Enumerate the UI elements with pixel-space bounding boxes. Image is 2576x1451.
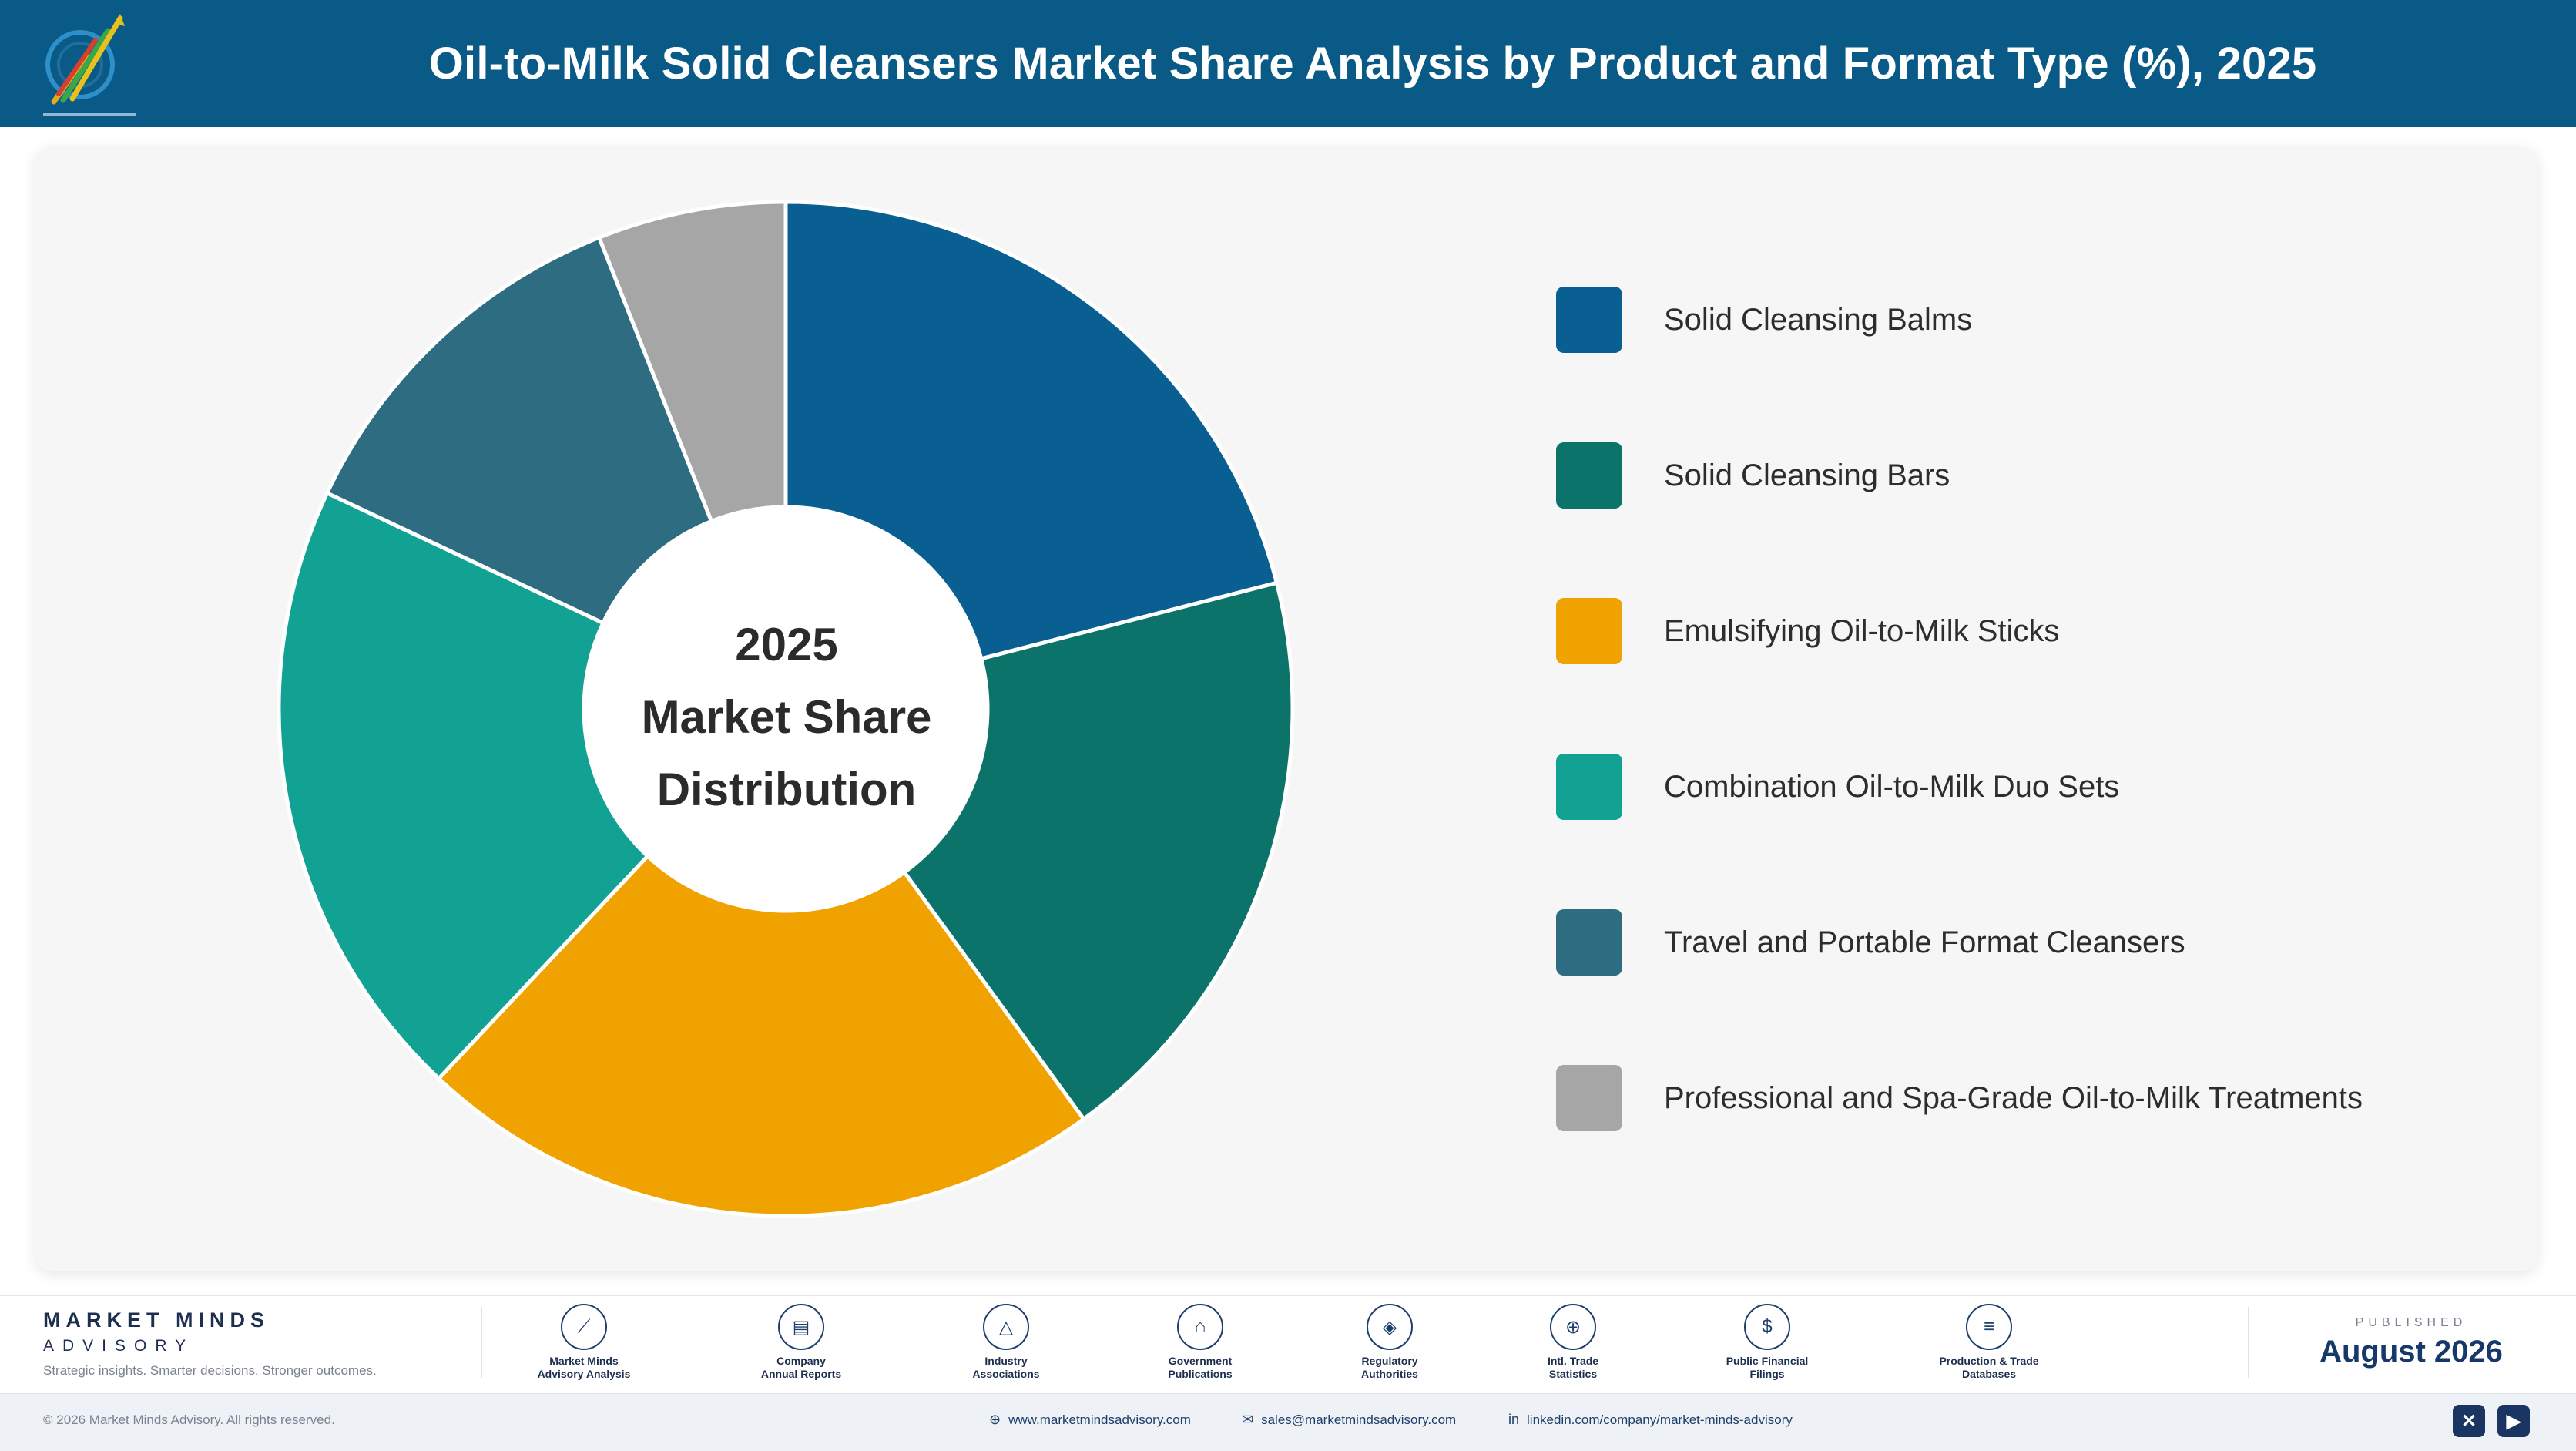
source-label: Intl. Trade Statistics [1488, 1355, 1658, 1381]
source-label-line2: Databases [1961, 1368, 2017, 1380]
source-label: Public Financial Filings [1682, 1355, 1852, 1381]
source-label-line2: Statistics [1548, 1368, 1598, 1380]
source-item: ▤ Company Annual Reports [716, 1304, 886, 1381]
copyright-text: © 2026 Market Minds Advisory. All rights… [43, 1412, 335, 1427]
footer-divider [481, 1307, 482, 1378]
header-bar: Oil-to-Milk Solid Cleansers Market Share… [0, 0, 2576, 127]
brand-tagline: Strategic insights. Smarter decisions. S… [43, 1363, 377, 1378]
globe-icon: ⊕ [1550, 1304, 1596, 1350]
legend-label: Professional and Spa-Grade Oil-to-Milk T… [1664, 1080, 2363, 1115]
published-date: August 2026 [2319, 1335, 2503, 1369]
footer-brand: MARKET MINDS ADVISORY Strategic insights… [43, 1308, 377, 1379]
legend-label: Combination Oil-to-Milk Duo Sets [1664, 769, 2120, 804]
linkedin-icon: in [1508, 1412, 1520, 1427]
legend-label: Solid Cleansing Bars [1664, 458, 1950, 492]
youtube-icon[interactable]: ▶ [2497, 1405, 2530, 1437]
footer-divider [2248, 1307, 2249, 1378]
source-label-line1: Industry [984, 1355, 1028, 1367]
legend-label: Emulsifying Oil-to-Milk Sticks [1664, 613, 2060, 648]
source-item: △ Industry Associations [921, 1304, 1091, 1381]
network-icon: △ [983, 1304, 1029, 1350]
center-label-line2: Market Share [641, 691, 932, 743]
source-item: ⟋ Market Minds Advisory Analysis [499, 1304, 669, 1381]
mail-icon: ✉ [1242, 1412, 1254, 1427]
legend-swatch [1556, 598, 1622, 664]
center-label-line3: Distribution [656, 764, 917, 815]
source-label: Government Publications [1115, 1355, 1285, 1381]
email-text: sales@marketmindsadvisory.com [1261, 1412, 1457, 1427]
brand-sub: ADVISORY [43, 1337, 195, 1355]
legend-swatch [1556, 1065, 1622, 1131]
source-label-line2: Advisory Analysis [537, 1368, 631, 1380]
trend-chart-icon: ⟋ [561, 1304, 607, 1350]
source-item: ≡ Production & Trade Databases [1904, 1304, 2074, 1381]
source-label: Industry Associations [921, 1355, 1091, 1381]
legend-swatch [1556, 754, 1622, 820]
source-label-line2: Publications [1168, 1368, 1233, 1380]
legend-item[interactable]: Solid Cleansing Bars [1556, 442, 2480, 509]
email-link[interactable]: ✉ sales@marketmindsadvisory.com [1242, 1412, 1456, 1428]
source-label-line1: Regulatory [1361, 1355, 1418, 1367]
document-icon: ▤ [778, 1304, 824, 1350]
page-title: Oil-to-Milk Solid Cleansers Market Share… [428, 39, 2317, 89]
source-label: Market Minds Advisory Analysis [499, 1355, 669, 1381]
legend-label: Travel and Portable Format Cleansers [1664, 925, 2185, 959]
source-label: Production & Trade Databases [1904, 1355, 2074, 1381]
legend-item[interactable]: Emulsifying Oil-to-Milk Sticks [1556, 598, 2480, 664]
source-label-line1: Intl. Trade [1547, 1355, 1599, 1367]
legend-item[interactable]: Solid Cleansing Balms [1556, 287, 2480, 353]
source-label-line1: Production & Trade [1939, 1355, 2039, 1367]
brand-name: MARKET MINDS [43, 1308, 270, 1332]
legend-item[interactable]: Professional and Spa-Grade Oil-to-Milk T… [1556, 1065, 2480, 1131]
source-label-line2: Filings [1749, 1368, 1785, 1380]
source-label-line1: Company [776, 1355, 826, 1367]
source-label-line2: Annual Reports [760, 1368, 842, 1380]
footer-sources-bar [0, 1295, 2576, 1395]
shield-icon: ◈ [1367, 1304, 1413, 1350]
source-label: Company Annual Reports [716, 1355, 886, 1381]
legend-item[interactable]: Travel and Portable Format Cleansers [1556, 909, 2480, 976]
pie-slice[interactable] [436, 853, 1087, 1218]
source-label-line1: Government [1168, 1355, 1233, 1367]
legend-swatch [1556, 909, 1622, 976]
center-label-year: 2025 [735, 619, 838, 670]
database-icon: ≡ [1966, 1304, 2012, 1350]
legend-item[interactable]: Combination Oil-to-Milk Duo Sets [1556, 754, 2480, 820]
dollar-coin-icon: $ [1744, 1304, 1790, 1350]
source-label: Regulatory Authorities [1305, 1355, 1474, 1381]
footer-contact-bar [0, 1393, 2576, 1451]
source-item: $ Public Financial Filings [1682, 1304, 1852, 1381]
website-link[interactable]: ⊕ www.marketmindsadvisory.com [989, 1412, 1191, 1428]
legend-swatch [1556, 442, 1622, 509]
source-item: ⌂ Government Publications [1115, 1304, 1285, 1381]
globe-icon: ⊕ [989, 1412, 1001, 1427]
linkedin-link[interactable]: in linkedin.com/company/market-minds-adv… [1508, 1412, 1793, 1428]
published-block: PUBLISHED August 2026 [2265, 1316, 2558, 1369]
source-label-line2: Associations [972, 1368, 1040, 1380]
source-label-line1: Market Minds [549, 1355, 619, 1367]
source-label-line1: Public Financial [1726, 1355, 1809, 1367]
government-building-icon: ⌂ [1177, 1304, 1223, 1350]
linkedin-text: linkedin.com/company/market-minds-adviso… [1527, 1412, 1793, 1427]
legend-swatch [1556, 287, 1622, 353]
source-label-line2: Authorities [1361, 1368, 1418, 1380]
company-logo [43, 14, 136, 116]
published-label: PUBLISHED [2355, 1316, 2467, 1329]
source-item: ⊕ Intl. Trade Statistics [1488, 1304, 1658, 1381]
legend-label: Solid Cleansing Balms [1664, 302, 1973, 337]
donut-center-label: 2025 Market Share Distribution [630, 609, 943, 826]
x-twitter-icon[interactable]: ✕ [2453, 1405, 2485, 1437]
website-text: www.marketmindsadvisory.com [1008, 1412, 1191, 1427]
source-item: ◈ Regulatory Authorities [1305, 1304, 1474, 1381]
